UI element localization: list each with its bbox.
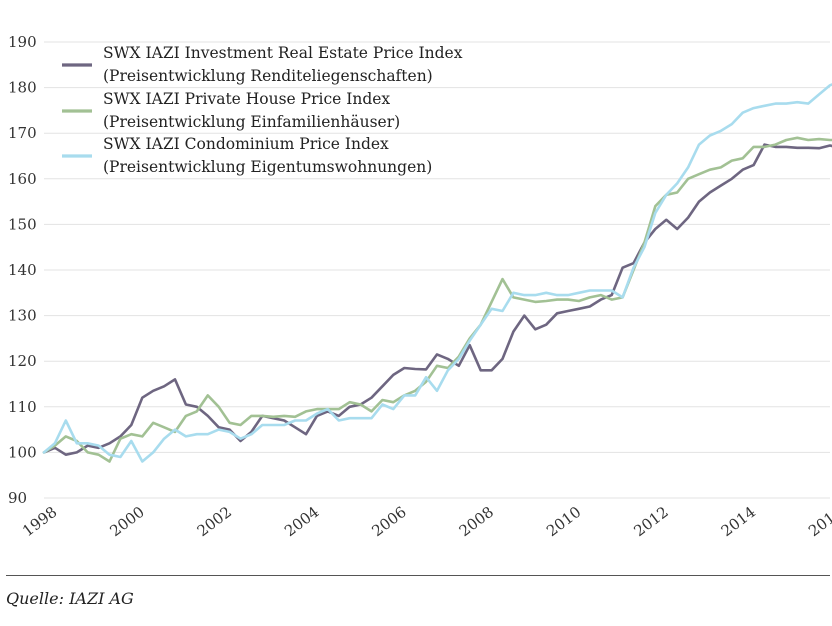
- y-tick-label: 180: [8, 79, 37, 97]
- legend-label: SWX IAZI Private House Price Index: [103, 90, 390, 108]
- x-tick-label: 2010: [543, 503, 584, 540]
- x-tick-label: 2016: [805, 503, 832, 540]
- y-axis-tick-labels: 90 100 110 120 130 140 150 160 170 180 190: [8, 33, 37, 507]
- x-tick-label: 2012: [630, 503, 671, 540]
- legend-label: SWX IAZI Condominium Price Index: [103, 135, 389, 153]
- series-line-1: [42, 143, 832, 456]
- footer-divider: [6, 575, 830, 576]
- y-tick-label: 170: [8, 124, 37, 142]
- y-tick-label: 140: [8, 261, 37, 279]
- y-tick-label: 120: [8, 352, 37, 370]
- x-tick-label: 1998: [19, 503, 60, 540]
- x-tick-label: 2006: [368, 503, 409, 540]
- series-line-2: [42, 136, 832, 463]
- legend-label: (Preisentwicklung Eigentumswohnungen): [103, 158, 432, 176]
- y-tick-label: 90: [8, 489, 27, 507]
- y-tick-label: 130: [8, 307, 37, 325]
- legend-label: (Preisentwicklung Einfamilienhäuser): [103, 113, 400, 131]
- x-tick-label: 2004: [281, 503, 322, 540]
- x-tick-label: 2014: [718, 503, 759, 540]
- legend-label: (Preisentwicklung Renditeliegenschaften): [103, 67, 433, 85]
- y-tick-label: 160: [8, 170, 37, 188]
- y-tick-label: 190: [8, 33, 37, 51]
- y-tick-label: 110: [8, 398, 37, 416]
- series-line-3: [42, 83, 832, 463]
- legend-label: SWX IAZI Investment Real Estate Price In…: [103, 44, 463, 62]
- series-lines: [42, 83, 832, 463]
- source-note: Quelle: IAZI AG: [6, 589, 134, 608]
- x-axis-tick-labels: 1998 2000 2002 2004 2006 2008 2010 2012 2014 2016: [19, 503, 832, 540]
- y-tick-label: 100: [8, 443, 37, 461]
- x-tick-label: 2002: [194, 503, 235, 540]
- x-tick-label: 2008: [456, 503, 497, 540]
- y-tick-label: 150: [8, 215, 37, 233]
- x-tick-label: 2000: [106, 503, 147, 540]
- legend: SWX IAZI Investment Real Estate Price In…: [62, 44, 463, 176]
- gridlines: [44, 41, 830, 499]
